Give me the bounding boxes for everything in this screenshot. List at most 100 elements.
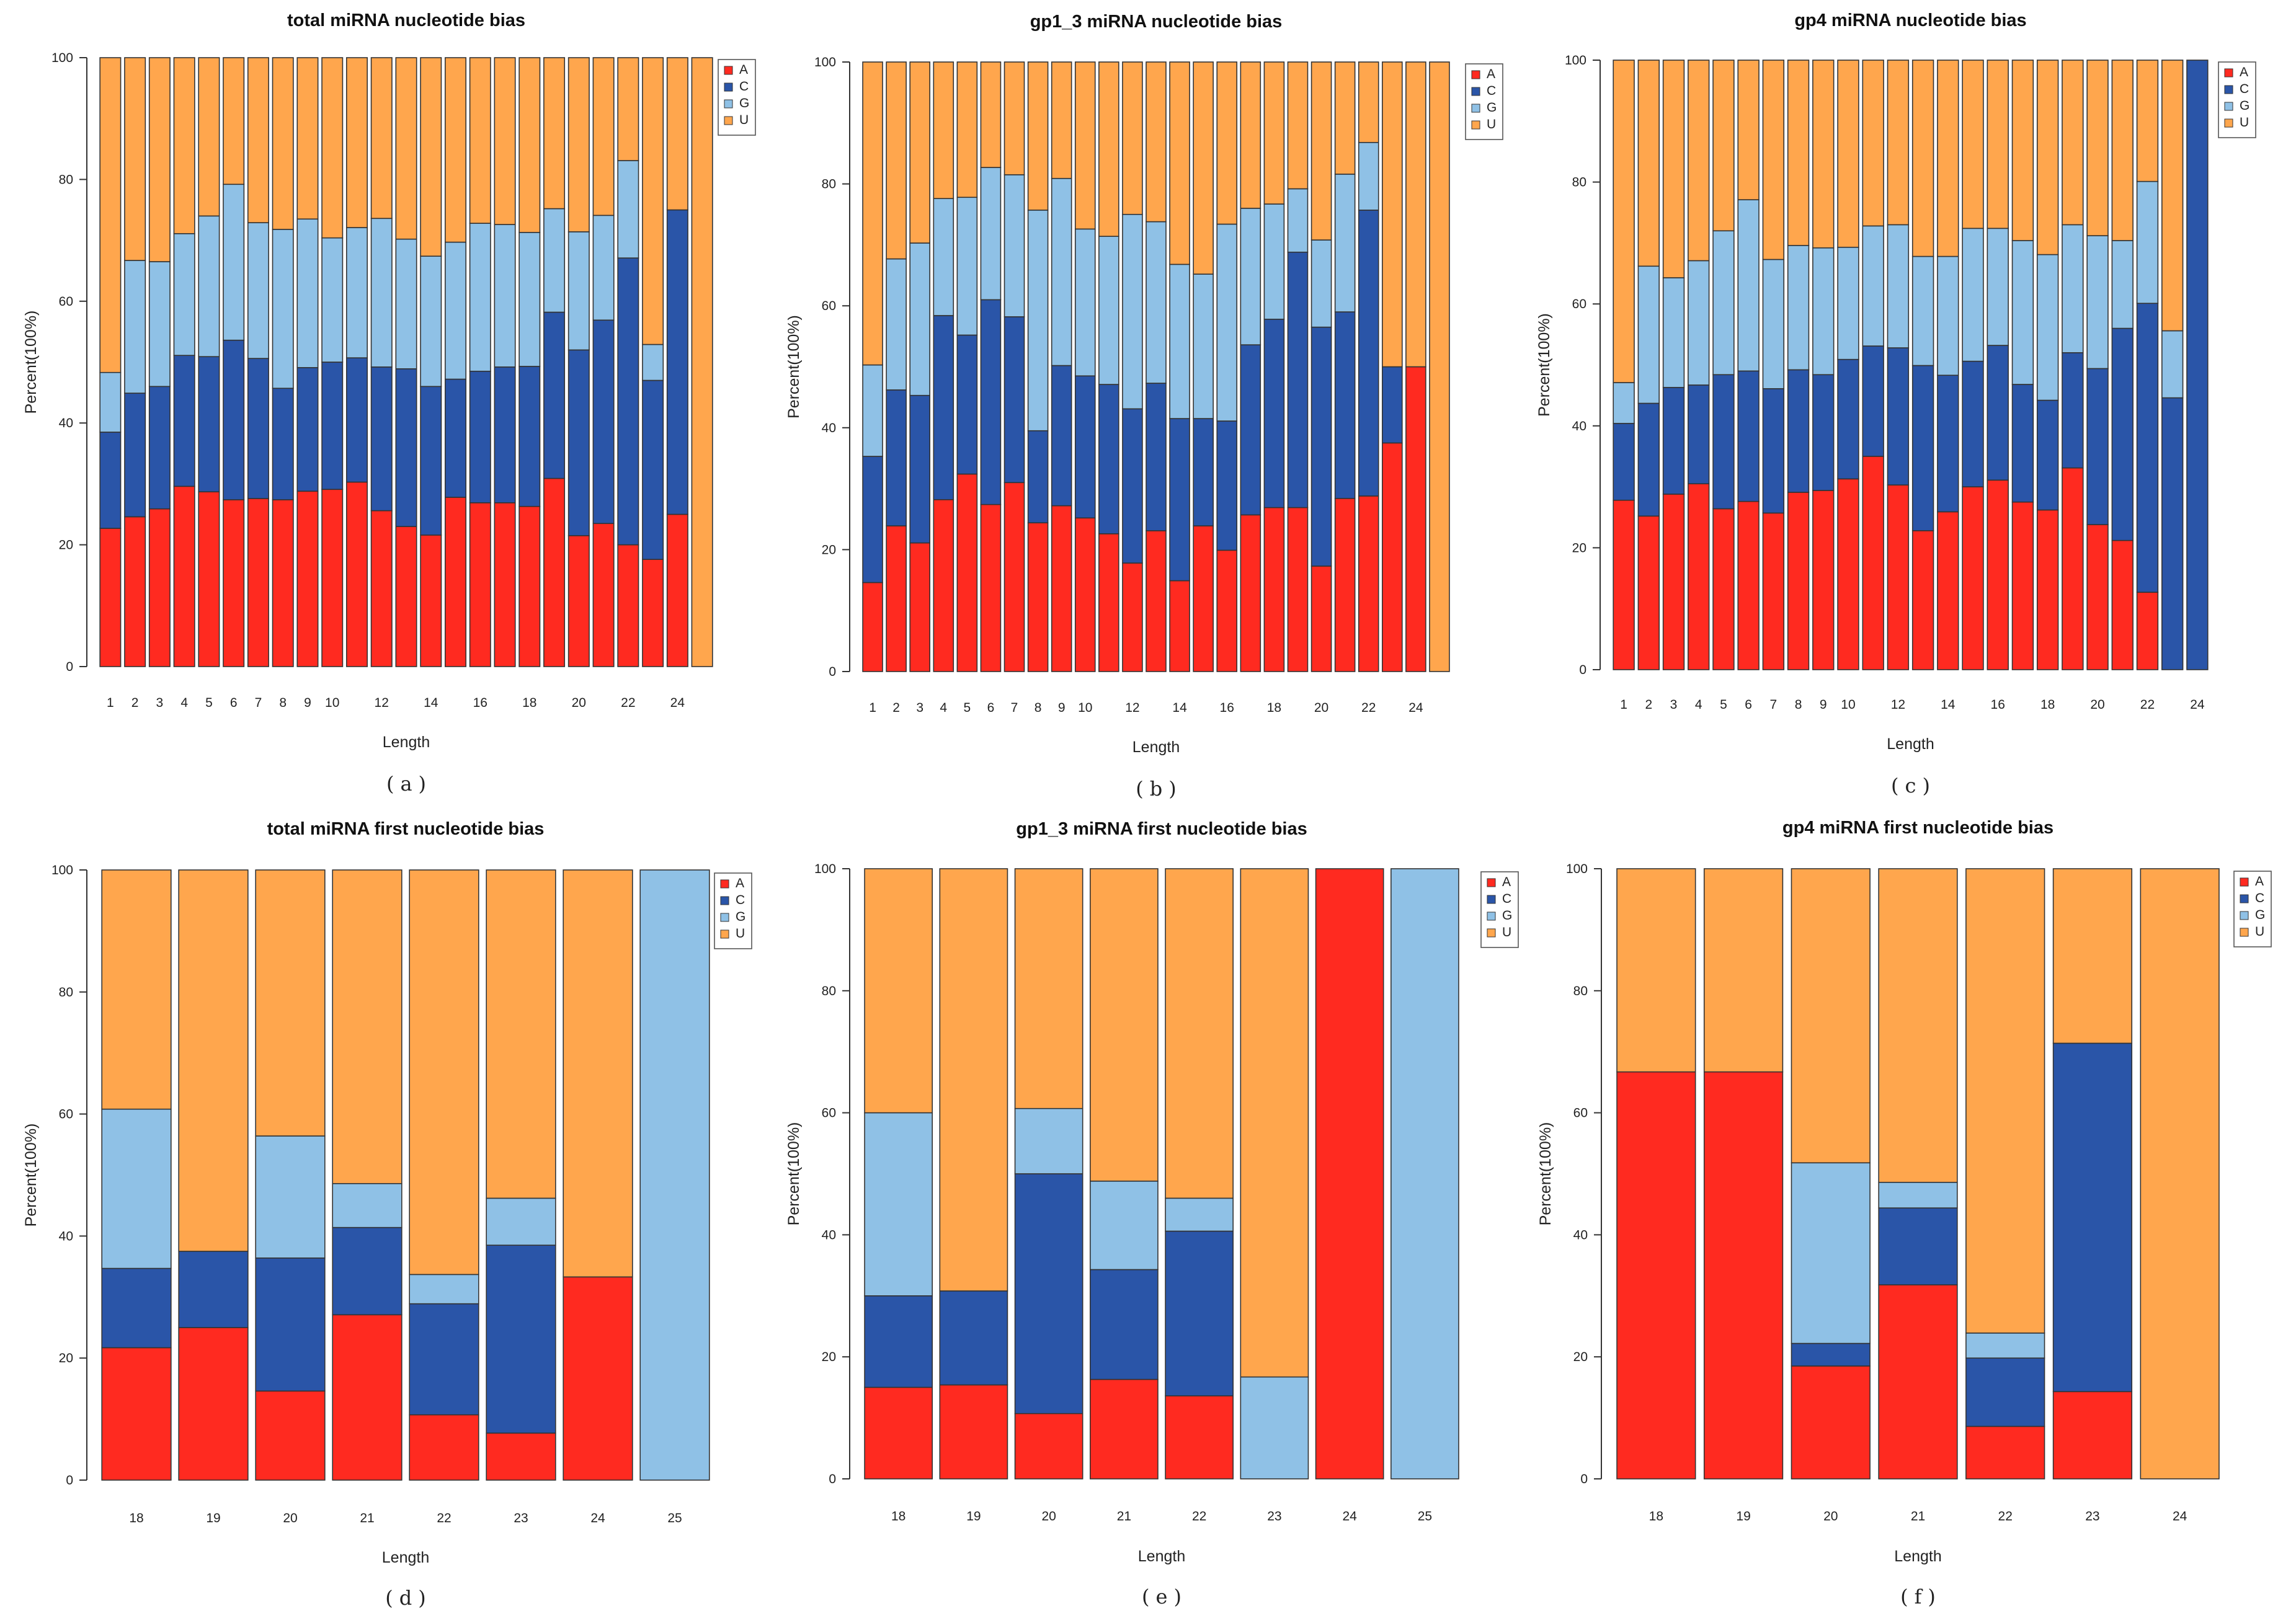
bar-segment-A-2 — [124, 516, 146, 667]
bar-segment-U-15 — [1193, 61, 1214, 275]
bar-segment-A-11 — [1098, 533, 1119, 672]
y-tick-label: 100 — [814, 55, 836, 69]
bar-segment-G-23 — [1240, 1376, 1309, 1479]
bar-segment-U-19 — [543, 57, 566, 210]
bar-segment-C-23 — [2052, 1042, 2133, 1393]
bar-segment-G-18 — [2036, 254, 2059, 401]
legend-label-A: A — [2255, 874, 2264, 889]
bar-segment-U-23 — [486, 869, 556, 1199]
bar-segment-U-6 — [980, 61, 1002, 168]
y-axis-label: Percent(100%) — [1536, 313, 1553, 417]
bar-segment-G-5 — [198, 215, 220, 357]
bar-segment-G-13 — [395, 238, 417, 370]
bar-segment-U-23 — [2052, 868, 2133, 1044]
bar-segment-G-3 — [148, 261, 171, 388]
bar-segment-A-2 — [886, 525, 907, 672]
legend-box — [2218, 61, 2256, 138]
legend-swatch-G — [720, 913, 729, 922]
bar-segment-G-12 — [1122, 213, 1143, 410]
bar-segment-A-8 — [272, 499, 294, 667]
bar-segment-A-15 — [1193, 525, 1214, 672]
y-tick-label: 60 — [1572, 297, 1586, 311]
legend-label-C: C — [1502, 892, 1511, 906]
bar-segment-C-20 — [1791, 1342, 1871, 1367]
bar-segment-G-3 — [1662, 277, 1685, 388]
bar-segment-A-12 — [1122, 562, 1143, 672]
bar-segment-U-9 — [296, 57, 319, 220]
y-axis-label: Percent(100%) — [1537, 1122, 1554, 1226]
bar-segment-C-21 — [592, 319, 615, 525]
bar-segment-A-12 — [370, 510, 393, 667]
legend-swatch-C — [720, 896, 729, 905]
bar-segment-A-10 — [1837, 478, 1859, 670]
legend-swatch-A — [1471, 70, 1480, 79]
x-axis-label: Length — [1887, 735, 1934, 753]
bar-segment-A-24 — [666, 513, 688, 667]
chart-title: total miRNA nucleotide bias — [287, 11, 525, 30]
bar-segment-U-17 — [1240, 61, 1261, 209]
bar-segment-A-3 — [909, 542, 930, 672]
bar-segment-U-20 — [567, 57, 590, 233]
bar-segment-A-13 — [1911, 530, 1934, 670]
bar-segment-C-22 — [1358, 210, 1379, 497]
y-tick-label: 80 — [59, 172, 73, 187]
bar-segment-U-3 — [909, 61, 930, 244]
legend-label-A: A — [736, 876, 744, 890]
bar-segment-C-5 — [956, 334, 978, 475]
bar-segment-A-6 — [223, 499, 245, 667]
bar-segment-G-11 — [1862, 225, 1884, 347]
bar-segment-A-7 — [1762, 512, 1785, 670]
x-tick-label: 14 — [424, 696, 438, 710]
bar-segment-U-2 — [124, 57, 146, 261]
bar-segment-C-16 — [1216, 420, 1238, 551]
bar-segment-A-24 — [1315, 868, 1384, 1479]
bar-segment-A-20 — [567, 535, 590, 667]
bar-segment-C-14 — [420, 386, 442, 536]
bar-segment-C-3 — [1662, 387, 1685, 495]
x-tick-label: 7 — [255, 696, 262, 710]
bar-segment-U-11 — [1862, 60, 1884, 227]
x-tick-label: 14 — [1172, 701, 1187, 715]
bar-segment-U-10 — [321, 57, 344, 239]
y-tick-label: 0 — [66, 1473, 73, 1488]
bar-segment-U-18 — [2036, 60, 2059, 255]
x-tick-label: 4 — [940, 701, 947, 715]
x-tick-label: 22 — [1361, 701, 1376, 715]
chart-panel-1: total miRNA nucleotide bias 0 20 40 60 80 100 P… — [22, 11, 756, 796]
x-tick-label: 18 — [2040, 698, 2055, 712]
bar-segment-A-16 — [469, 502, 491, 667]
bar-segment-A-4 — [173, 486, 195, 667]
bar-segment-A-7 — [1003, 482, 1025, 672]
x-tick-label: 16 — [1991, 698, 2005, 712]
bar-segment-G-13 — [1911, 255, 1934, 366]
legend-swatch-U — [2240, 928, 2249, 937]
bar-segment-C-2 — [886, 389, 907, 526]
bar-segment-G-22 — [1965, 1333, 2045, 1359]
x-tick-label: 5 — [205, 696, 213, 710]
x-tick-label: 24 — [670, 696, 685, 710]
bar-segment-G-21 — [332, 1182, 403, 1228]
bar-segment-C-18 — [1263, 319, 1285, 508]
bar-segment-A-16 — [1987, 479, 2009, 670]
bar-segment-A-12 — [1887, 484, 1910, 670]
legend-label-U: U — [2255, 925, 2264, 939]
bar-segment-C-11 — [345, 357, 368, 483]
bar-segment-U-20 — [1014, 868, 1083, 1109]
chart-panel-6: gp4 miRNA first nucleotide bias 0 20 40 60 80… — [1537, 818, 2272, 1608]
bar-segment-U-24 — [563, 869, 633, 1278]
x-tick-label: 22 — [621, 696, 635, 710]
bar-segment-C-1 — [862, 456, 883, 583]
y-tick-label: 20 — [59, 1351, 73, 1365]
bar-segment-U-14 — [420, 57, 442, 257]
bar-segment-G-15 — [445, 241, 467, 380]
legend-box — [1480, 871, 1519, 948]
y-tick-label: 100 — [1566, 862, 1588, 876]
bar-segment-A-1 — [1613, 499, 1635, 670]
bar-segment-C-19 — [1287, 251, 1309, 508]
bar-segment-U-12 — [370, 57, 393, 220]
bar-segment-C-20 — [567, 349, 590, 536]
bar-segment-U-9 — [1051, 61, 1072, 179]
x-tick-label: 6 — [230, 696, 238, 710]
bar-segment-C-5 — [1712, 374, 1735, 510]
